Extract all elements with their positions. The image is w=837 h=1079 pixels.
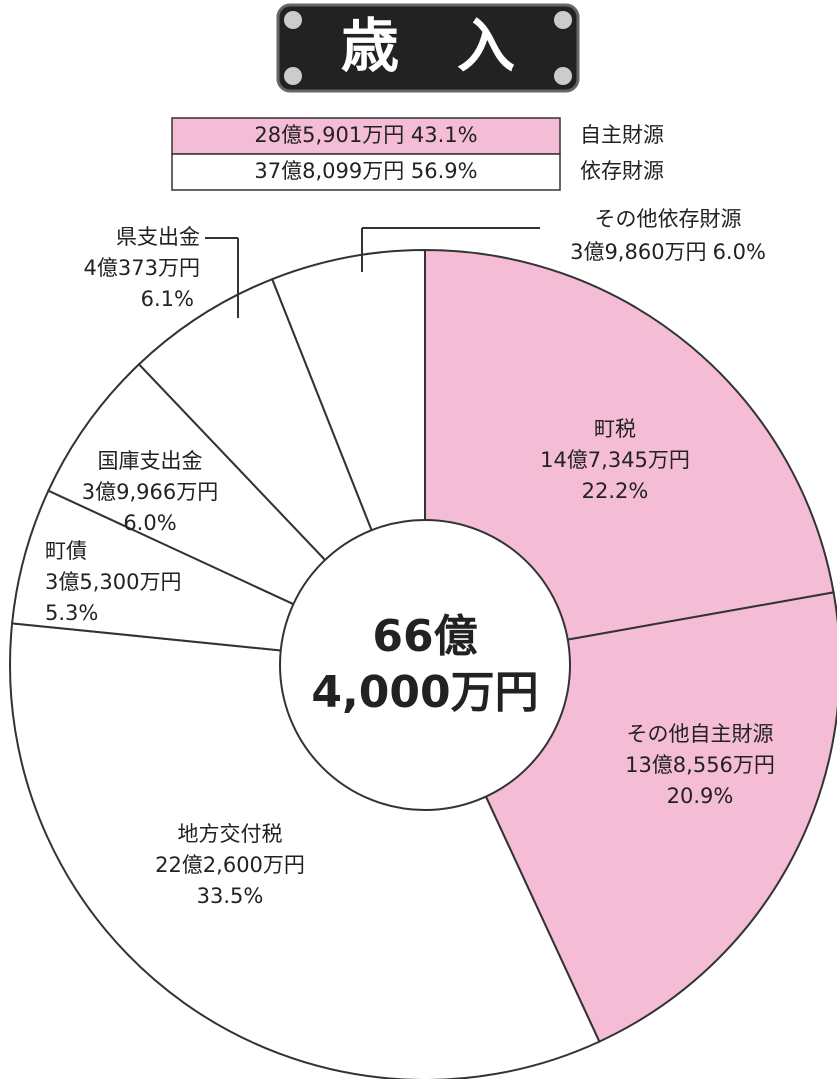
rivet <box>284 67 302 85</box>
slice-amount: 13億8,556万円 <box>625 753 775 777</box>
slice-label: 県支出金 <box>116 225 200 249</box>
legend-swatch <box>171 117 561 155</box>
title-box <box>276 3 580 93</box>
rivet <box>284 11 302 29</box>
legend-swatch <box>171 153 561 191</box>
slice-label: 国庫支出金 <box>98 449 203 473</box>
slice-amount: 22億2,600万円 <box>155 853 305 877</box>
legend-label: 依存財源 <box>580 159 664 183</box>
slice-value: 6.0% <box>123 511 176 535</box>
slice-value: 5.3% <box>45 601 98 625</box>
center-label: 4,000万円 <box>311 667 538 718</box>
slice-label: その他依存財源 <box>595 207 742 231</box>
slice-label: 町税 <box>594 417 636 441</box>
slice-label: 地方交付税 <box>178 822 283 846</box>
chart-title: 歳 入 <box>341 12 515 80</box>
legend-value: 37億8,099万円 56.9% <box>254 159 477 183</box>
slice-label: 町債 <box>45 539 87 563</box>
slice-amount: 3億9,860万円 <box>570 240 706 264</box>
rivet <box>554 11 572 29</box>
slice-value: 20.9% <box>667 784 734 808</box>
slice-amount: 14億7,345万円 <box>540 448 690 472</box>
center-label: 66億 <box>372 611 477 662</box>
rivet <box>554 67 572 85</box>
slice-amount: 3億9,860万円 6.0% <box>570 240 766 264</box>
legend-label: 自主財源 <box>580 123 664 147</box>
slice-amount: 4億373万円 <box>84 256 200 280</box>
pie <box>9 248 837 1079</box>
slice-value: 33.5% <box>197 884 264 908</box>
legend: 28億5,901万円 43.1% 自主財源 37億8,099万円 56.9% 依存財源 <box>171 117 664 191</box>
slice-label: その他自主財源 <box>627 722 774 746</box>
legend-value: 28億5,901万円 43.1% <box>254 123 477 147</box>
slice-value: 22.2% <box>582 479 649 503</box>
slice-value: 6.0% <box>713 240 766 264</box>
slice-value: 6.1% <box>141 287 194 311</box>
slice-amount: 3億5,300万円 <box>45 570 181 594</box>
slice-amount: 3億9,966万円 <box>82 480 218 504</box>
center-hole <box>279 519 571 811</box>
